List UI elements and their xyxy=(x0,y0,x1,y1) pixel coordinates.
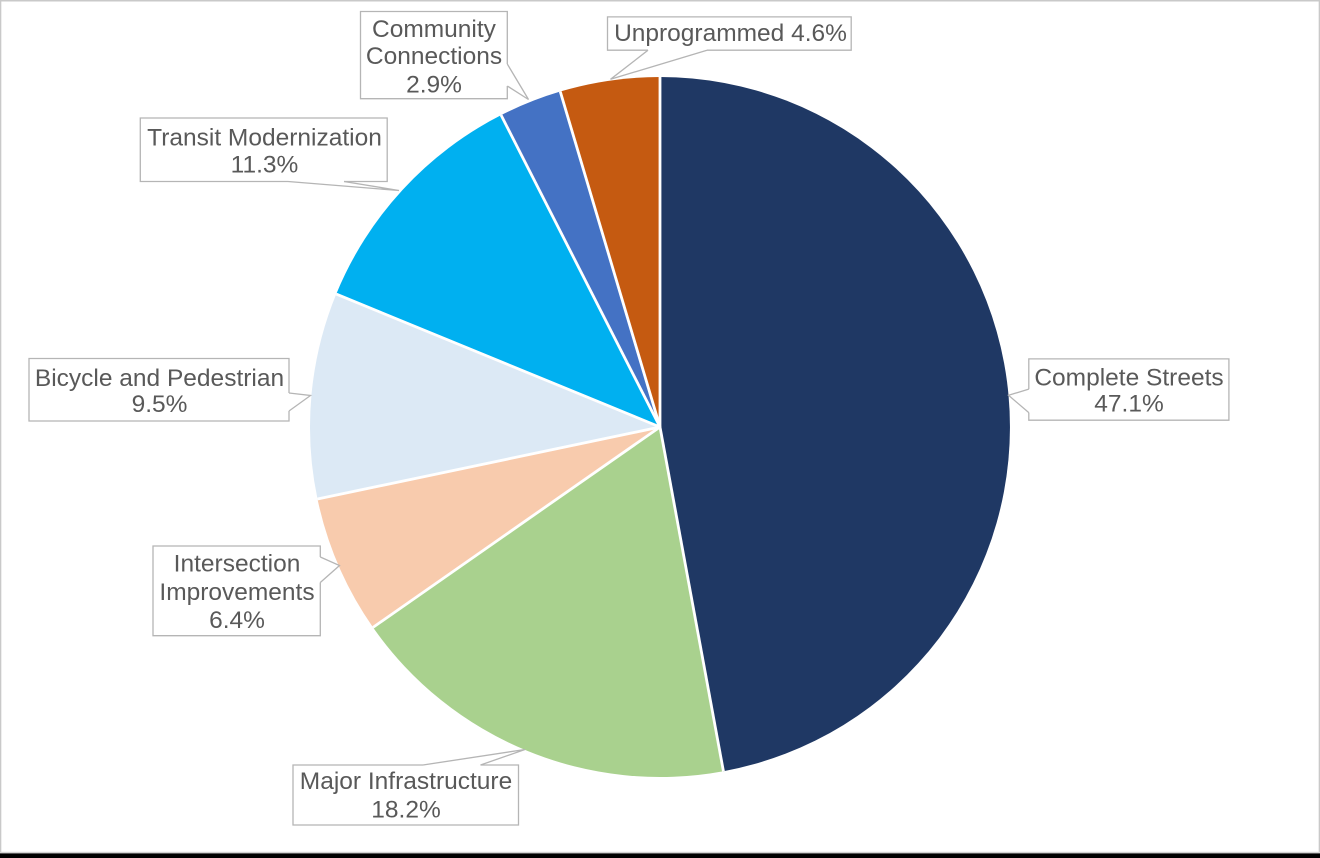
svg-text:47.1%: 47.1% xyxy=(1094,391,1163,418)
svg-text:Transit Modernization: Transit Modernization xyxy=(147,125,382,152)
svg-text:2.9%: 2.9% xyxy=(406,71,462,98)
svg-text:Major Infrastructure: Major Infrastructure xyxy=(300,768,512,795)
svg-text:Bicycle and Pedestrian: Bicycle and Pedestrian xyxy=(35,365,284,392)
svg-text:Intersection: Intersection xyxy=(174,551,301,578)
svg-text:Unprogrammed 4.6%: Unprogrammed 4.6% xyxy=(614,20,847,47)
svg-text:Improvements: Improvements xyxy=(159,579,314,606)
svg-text:11.3%: 11.3% xyxy=(231,151,299,178)
svg-text:Complete Streets: Complete Streets xyxy=(1034,365,1223,392)
svg-text:Community: Community xyxy=(372,16,497,43)
svg-text:9.5%: 9.5% xyxy=(132,391,188,418)
svg-text:Connections: Connections xyxy=(366,43,502,70)
svg-text:18.2%: 18.2% xyxy=(371,796,440,823)
svg-text:6.4%: 6.4% xyxy=(209,607,265,634)
